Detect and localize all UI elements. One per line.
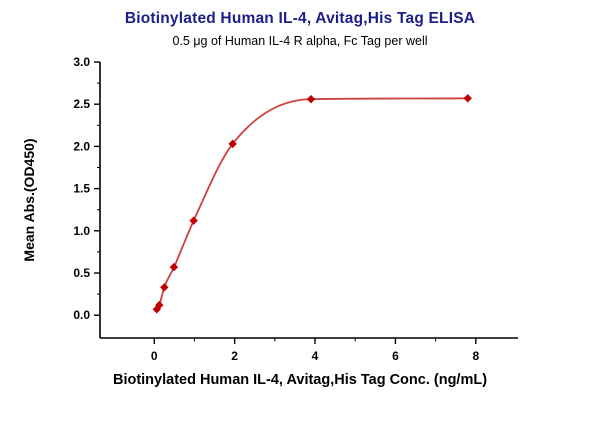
x-axis-label: Biotinylated Human IL-4, Avitag,His Tag …	[112, 372, 488, 388]
y-tick-label: 2.0	[73, 139, 90, 153]
data-point-marker	[189, 216, 198, 225]
y-axis-label: Mean Abs.(OD450)	[21, 138, 37, 261]
x-tick-label: 4	[312, 349, 319, 363]
x-tick-label: 2	[231, 349, 238, 363]
data-point-marker	[155, 300, 164, 310]
data-point-marker	[152, 305, 161, 314]
y-tick-label: 1.5	[73, 182, 90, 196]
y-tick-label: 2.5	[73, 97, 90, 111]
y-tick-label: 1.0	[73, 224, 90, 238]
data-series	[152, 94, 472, 314]
data-point-marker	[463, 94, 472, 103]
data-point-marker	[228, 139, 237, 149]
y-tick-label: 0.5	[73, 266, 90, 280]
x-tick-label: 8	[472, 349, 479, 363]
y-tick-label: 0.0	[73, 308, 90, 322]
fit-curve	[156, 97, 468, 310]
data-point-marker	[306, 94, 316, 104]
y-tick-label: 3.0	[73, 55, 90, 69]
chart-title: Biotinylated Human IL-4, Avitag,His Tag …	[124, 10, 476, 27]
data-point-marker	[169, 262, 179, 272]
x-tick-label: 0	[151, 349, 158, 363]
data-point-marker	[160, 283, 169, 292]
chart-subtitle: 0.5 μg of Human IL-4 R alpha, Fc Tag per…	[172, 34, 428, 48]
axes: 0.0 0.5 1.0 1.5 2.0 2.5 3.0 0 2 4 6 8	[73, 55, 518, 363]
plot-area: 0.0 0.5 1.0 1.5 2.0 2.5 3.0 0 2 4 6 8 Mean Abs.(OD4…	[21, 55, 518, 363]
x-tick-label: 6	[392, 349, 399, 363]
